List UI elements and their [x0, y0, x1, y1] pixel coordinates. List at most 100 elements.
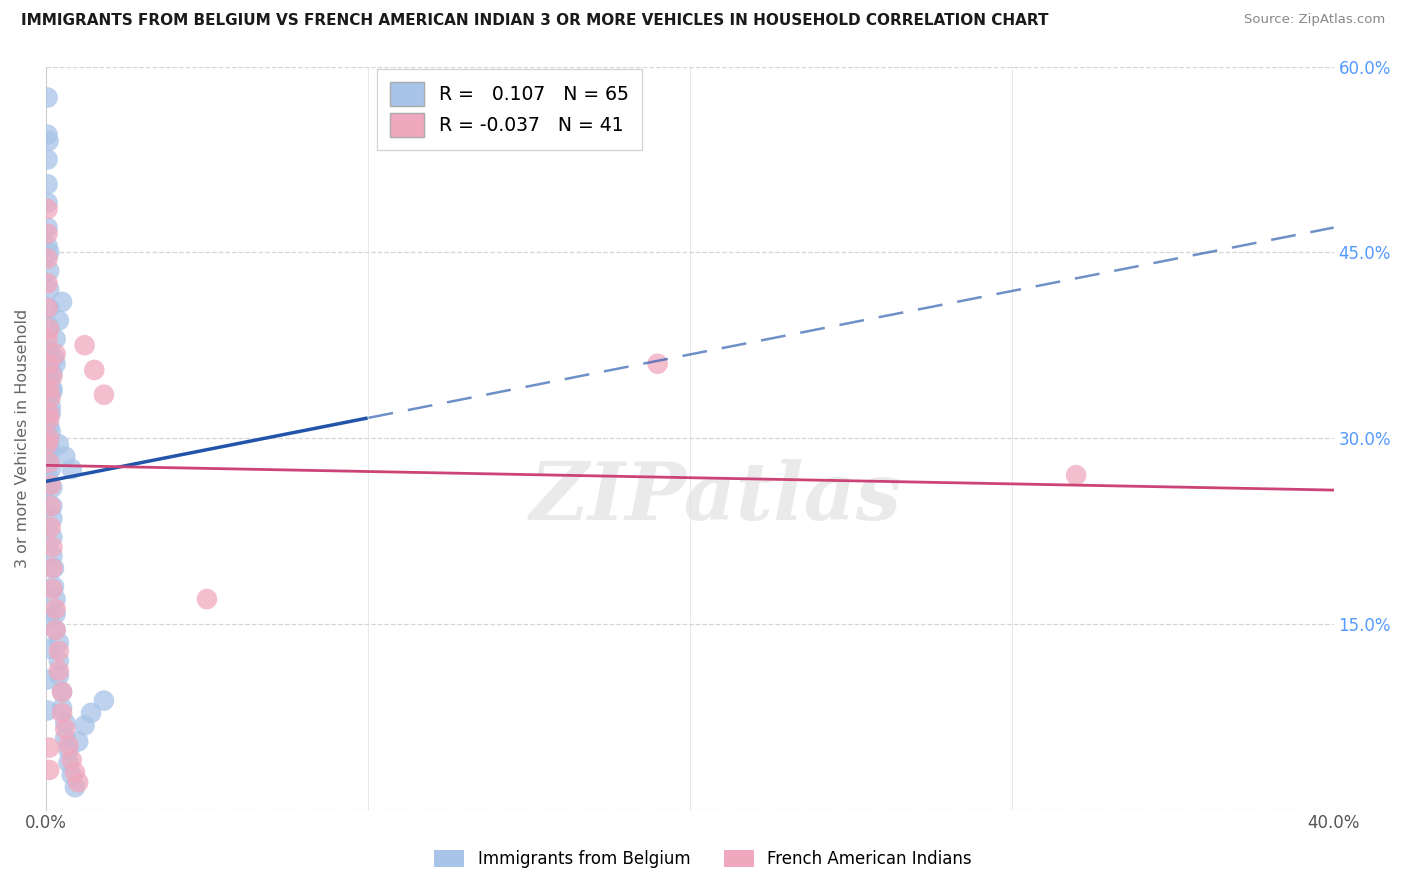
Point	[41, 369, 63, 384]
Point	[58, 738, 80, 752]
Point	[37, 252, 59, 266]
Point	[45, 332, 67, 346]
Point	[41, 511, 63, 525]
Point	[60, 768, 83, 782]
Point	[93, 388, 115, 402]
Point	[38, 319, 60, 334]
Point	[37, 704, 59, 718]
Point	[39, 406, 62, 420]
Point	[1064, 468, 1087, 483]
Point	[41, 561, 63, 575]
Point	[48, 644, 70, 658]
Point	[45, 602, 67, 616]
Point	[37, 277, 59, 291]
Point	[39, 462, 62, 476]
Point	[60, 753, 83, 767]
Point	[38, 641, 60, 656]
Point	[51, 706, 73, 720]
Point	[41, 549, 63, 563]
Point	[93, 693, 115, 707]
Point	[58, 743, 80, 757]
Point	[53, 715, 76, 730]
Point	[41, 384, 63, 398]
Point	[73, 338, 96, 352]
Point	[37, 220, 59, 235]
Point	[37, 227, 59, 241]
Point	[38, 610, 60, 624]
Point	[38, 740, 60, 755]
Point	[38, 437, 60, 451]
Point	[38, 245, 60, 260]
Point	[48, 313, 70, 327]
Point	[39, 425, 62, 439]
Point	[38, 406, 60, 420]
Point	[38, 382, 60, 396]
Y-axis label: 3 or more Vehicles in Household: 3 or more Vehicles in Household	[15, 309, 30, 567]
Point	[41, 382, 63, 396]
Point	[38, 283, 60, 297]
Point	[37, 301, 59, 315]
Point	[67, 734, 90, 748]
Point	[39, 499, 62, 513]
Point	[39, 443, 62, 458]
Point	[38, 456, 60, 470]
Point	[60, 462, 83, 476]
Point	[63, 780, 86, 795]
Text: IMMIGRANTS FROM BELGIUM VS FRENCH AMERICAN INDIAN 3 OR MORE VEHICLES IN HOUSEHOL: IMMIGRANTS FROM BELGIUM VS FRENCH AMERIC…	[21, 13, 1049, 29]
Point	[37, 332, 59, 346]
Point	[38, 264, 60, 278]
Point	[38, 369, 60, 384]
Point	[195, 592, 218, 607]
Point	[37, 195, 59, 210]
Point	[51, 685, 73, 699]
Point	[39, 390, 62, 404]
Point	[48, 669, 70, 683]
Point	[38, 412, 60, 426]
Point	[37, 481, 59, 495]
Point	[37, 437, 59, 451]
Point	[38, 344, 60, 359]
Point	[39, 520, 62, 534]
Point	[45, 357, 67, 371]
Point	[58, 756, 80, 770]
Point	[38, 388, 60, 402]
Legend: R =   0.107   N = 65, R = -0.037   N = 41: R = 0.107 N = 65, R = -0.037 N = 41	[377, 69, 643, 151]
Point	[48, 437, 70, 451]
Point	[37, 239, 59, 253]
Point	[37, 178, 59, 192]
Point	[42, 561, 65, 575]
Text: Source: ZipAtlas.com: Source: ZipAtlas.com	[1244, 13, 1385, 27]
Text: ZIPatlas: ZIPatlas	[530, 458, 901, 536]
Point	[51, 294, 73, 309]
Point	[38, 301, 60, 315]
Point	[51, 701, 73, 715]
Point	[38, 134, 60, 148]
Point	[48, 635, 70, 649]
Point	[37, 153, 59, 167]
Point	[67, 775, 90, 789]
Point	[48, 654, 70, 668]
Legend: Immigrants from Belgium, French American Indians: Immigrants from Belgium, French American…	[427, 843, 979, 875]
Point	[37, 673, 59, 687]
Point	[53, 450, 76, 464]
Point	[42, 580, 65, 594]
Point	[53, 722, 76, 736]
Point	[53, 731, 76, 745]
Point	[80, 706, 103, 720]
Point	[41, 499, 63, 513]
Point	[63, 765, 86, 780]
Point	[38, 763, 60, 777]
Point	[73, 718, 96, 732]
Point	[45, 347, 67, 361]
Point	[41, 367, 63, 381]
Point	[38, 357, 60, 371]
Point	[45, 607, 67, 621]
Point	[83, 363, 105, 377]
Point	[41, 540, 63, 554]
Point	[48, 664, 70, 678]
Point	[38, 418, 60, 433]
Point	[41, 481, 63, 495]
Point	[38, 456, 60, 470]
Point	[51, 685, 73, 699]
Point	[42, 351, 65, 365]
